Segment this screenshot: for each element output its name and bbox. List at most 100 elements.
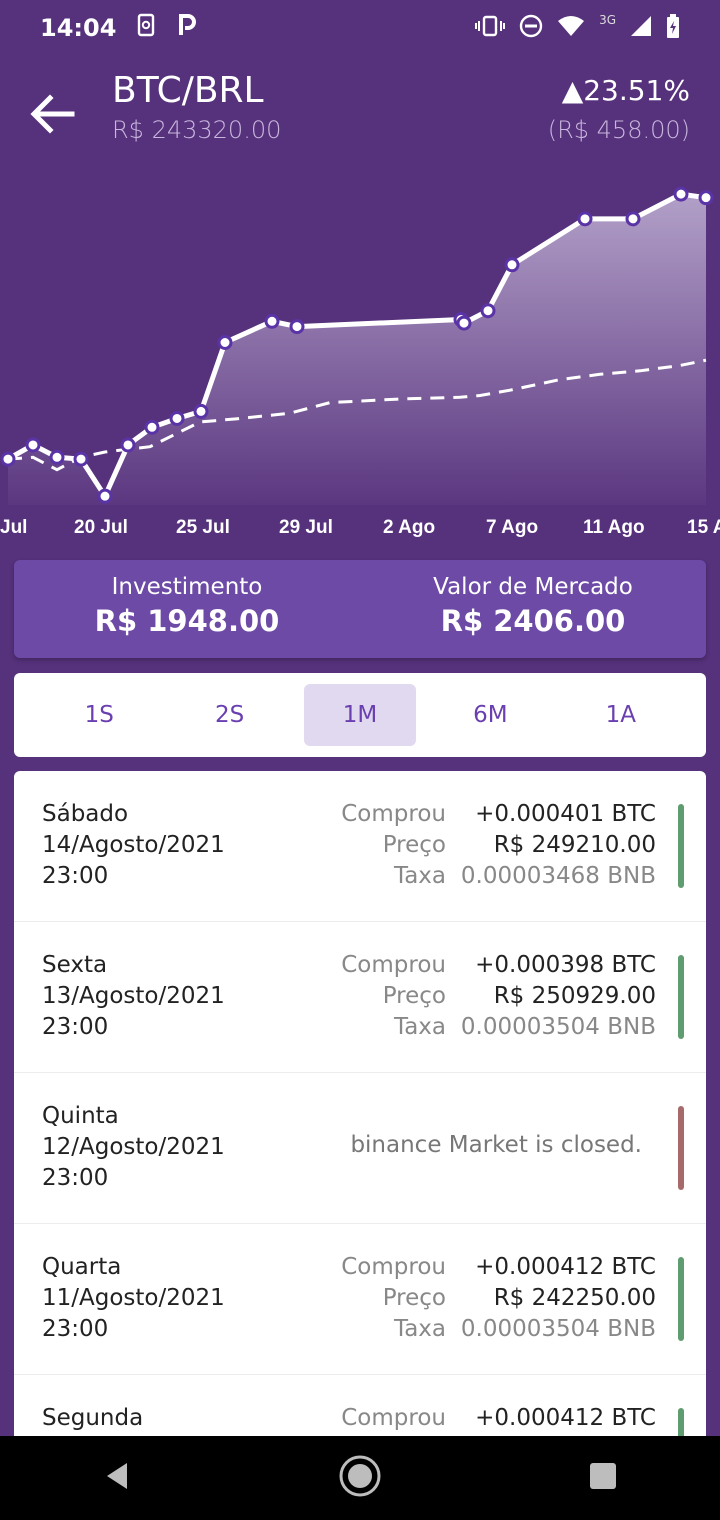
x-axis-tick-label: Jul: [0, 517, 27, 538]
price-point[interactable]: [25, 437, 41, 453]
tx-price-label: Preço: [382, 983, 446, 1009]
tx-price-value: R$ 250929.00: [493, 983, 656, 1009]
summary-card: Investimento R$ 1948.00 Valor de Mercado…: [14, 560, 706, 658]
change-percent: ▲23.51%: [561, 74, 690, 107]
period-6m-button[interactable]: 6M: [473, 702, 508, 728]
battery-icon: [666, 14, 680, 42]
price-point[interactable]: [73, 451, 89, 467]
price-point[interactable]: [456, 315, 472, 331]
price-point[interactable]: [625, 211, 641, 227]
price-point[interactable]: [698, 190, 714, 206]
tx-details: Comprou +0.000412 BTC: [341, 1403, 656, 1434]
price-point[interactable]: [504, 257, 520, 273]
vibrate-icon: [475, 15, 506, 41]
tx-fee-value: 0.00003468 BNB: [460, 863, 656, 889]
tx-time: 23:00: [42, 1165, 109, 1191]
tx-time: 23:00: [42, 863, 109, 889]
tx-day: Quarta: [42, 1254, 122, 1280]
investment-summary: Investimento R$ 1948.00: [14, 560, 360, 658]
list-item[interactable]: Sexta 13/Agosto/2021 23:00 Comprou +0.000…: [14, 922, 706, 1073]
x-axis-tick-label: 7 Ago: [486, 517, 538, 538]
price-point[interactable]: [0, 451, 16, 467]
status-indicator: [678, 1257, 684, 1341]
system-nav-bar: [0, 1436, 720, 1520]
header: BTC/BRL R$ 243320.00 ▲23.51% (R$ 458.00): [0, 70, 720, 150]
price-point[interactable]: [169, 410, 185, 426]
x-axis-tick-label: 29 Jul: [279, 517, 333, 538]
period-1s-button[interactable]: 1S: [84, 702, 114, 728]
market-value-label: Valor de Mercado: [433, 574, 633, 600]
price-point[interactable]: [120, 437, 136, 453]
status-indicator: [678, 955, 684, 1039]
tx-fee-value: 0.00003504 BNB: [460, 1316, 656, 1342]
tx-bought-value: +0.000401 BTC: [475, 801, 656, 827]
tx-bought-label: Comprou: [341, 952, 446, 978]
tx-bought-label: Comprou: [341, 1254, 446, 1280]
tx-bought-value: +0.000412 BTC: [475, 1405, 656, 1431]
tx-date: 12/Agosto/2021: [42, 1134, 225, 1160]
list-item[interactable]: Quinta 12/Agosto/2021 23:00 binance Mark…: [14, 1073, 706, 1224]
tx-price-value: R$ 242250.00: [493, 1285, 656, 1311]
do-not-disturb-icon: [519, 14, 543, 42]
network-type-label: 3G: [599, 13, 616, 27]
period-2s-button[interactable]: 2S: [214, 702, 245, 728]
price-point[interactable]: [480, 303, 496, 319]
price-chart: Jul 20 Jul 25 Jul 29 Jul 2 Ago 7 Ago 11 Ago 15 …: [0, 186, 720, 538]
market-value-summary: Valor de Mercado R$ 2406.00: [360, 560, 706, 658]
price-point[interactable]: [193, 403, 209, 419]
recents-square-icon[interactable]: [589, 1462, 617, 1494]
status-indicator: [678, 804, 684, 888]
tx-details: Comprou +0.000398 BTC Preço R$ 250929.00 T…: [341, 950, 656, 1043]
tx-date: 13/Agosto/2021: [42, 983, 225, 1009]
price-point[interactable]: [49, 449, 65, 465]
back-triangle-icon[interactable]: [103, 1461, 131, 1495]
price-area-fill: [8, 194, 706, 505]
screen-rotation-icon: [136, 13, 158, 43]
list-item[interactable]: Quarta 11/Agosto/2021 23:00 Comprou +0.00…: [14, 1224, 706, 1375]
price-point[interactable]: [577, 211, 593, 227]
price-point[interactable]: [97, 488, 113, 504]
x-axis-tick-label: 15 A: [687, 517, 720, 538]
tx-day: Sexta: [42, 952, 108, 978]
status-time: 14:04: [40, 14, 117, 42]
change-absolute: (R$ 458.00): [547, 116, 690, 144]
period-1m-button[interactable]: 1M: [303, 684, 416, 746]
status-bar: 14:04 3G: [0, 0, 720, 56]
price-point[interactable]: [144, 419, 160, 435]
tx-day: Sábado: [42, 801, 129, 827]
price-point[interactable]: [217, 335, 233, 350]
investment-label: Investimento: [111, 574, 263, 600]
wifi-icon: [557, 15, 585, 41]
tx-date: 11/Agosto/2021: [42, 1285, 225, 1311]
price-point[interactable]: [264, 313, 280, 329]
tx-day: Segunda: [42, 1405, 144, 1431]
price-point[interactable]: [673, 186, 689, 202]
transaction-list[interactable]: Sábado 14/Agosto/2021 23:00 Comprou +0.00…: [14, 771, 706, 1437]
pair-price: R$ 243320.00: [112, 116, 282, 144]
tx-bought-label: Comprou: [341, 801, 446, 827]
tx-bought-value: +0.000412 BTC: [475, 1254, 656, 1280]
price-point[interactable]: [289, 319, 305, 335]
list-item[interactable]: Sábado 14/Agosto/2021 23:00 Comprou +0.00…: [14, 771, 706, 922]
status-indicator: [678, 1408, 684, 1437]
tx-price-label: Preço: [382, 832, 446, 858]
tx-fee-label: Taxa: [393, 1316, 446, 1342]
home-circle-icon[interactable]: [338, 1454, 382, 1502]
tx-fee-label: Taxa: [393, 1014, 446, 1040]
tx-price-label: Preço: [382, 1285, 446, 1311]
period-selector: 1S 2S 1M 6M 1A: [14, 673, 706, 757]
tx-time: 23:00: [42, 1316, 109, 1342]
tx-bought-label: Comprou: [341, 1405, 446, 1431]
back-button[interactable]: [26, 88, 78, 140]
tx-date: 14/Agosto/2021: [42, 832, 225, 858]
market-closed-message: binance Market is closed.: [350, 1132, 642, 1158]
x-axis-tick-label: 11 Ago: [583, 517, 645, 538]
period-1a-button[interactable]: 1A: [605, 702, 636, 728]
parking-icon: [178, 13, 197, 43]
tx-bought-value: +0.000398 BTC: [475, 952, 656, 978]
tx-fee-value: 0.00003504 BNB: [460, 1014, 656, 1040]
x-axis-tick-label: 25 Jul: [176, 517, 230, 538]
tx-price-value: R$ 249210.00: [493, 832, 656, 858]
list-item[interactable]: Segunda Comprou +0.000412 BTC: [14, 1375, 706, 1437]
x-axis-tick-label: 2 Ago: [383, 517, 435, 538]
